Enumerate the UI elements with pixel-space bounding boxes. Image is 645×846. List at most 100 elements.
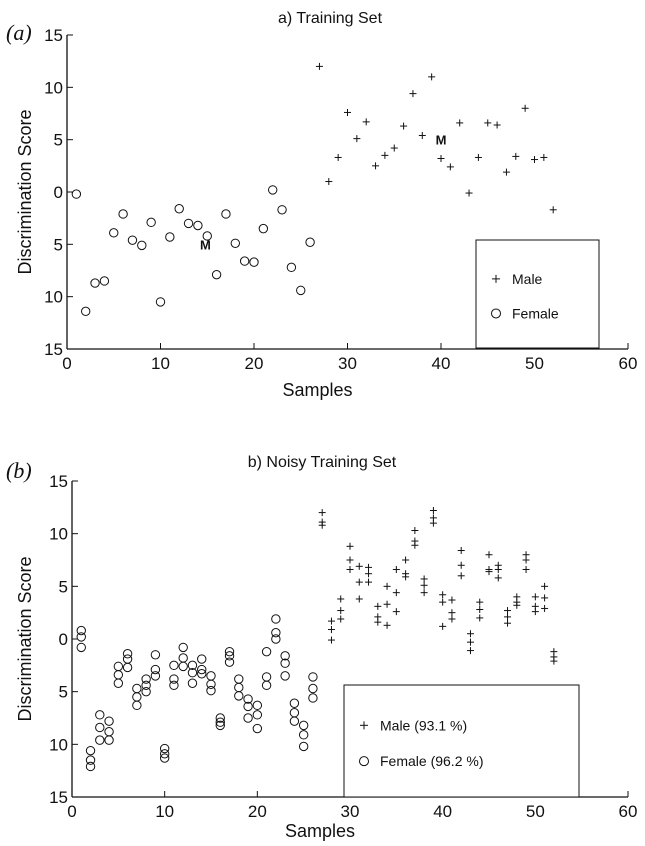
panel-a-male-point bbox=[474, 153, 482, 161]
panel-b-male-point bbox=[448, 615, 456, 623]
panel-a-female-point bbox=[99, 276, 110, 286]
panel-a-male-point bbox=[428, 73, 436, 81]
panel-a-female-point bbox=[230, 238, 241, 248]
panel-b-y-tick-label: 0 bbox=[59, 630, 68, 649]
panel-a-female-point bbox=[183, 218, 194, 229]
panel-a-female-point bbox=[137, 240, 147, 251]
panel-b-female-point bbox=[178, 661, 188, 672]
panel-b-female-point bbox=[206, 679, 216, 689]
panel-b-male-point bbox=[504, 613, 512, 621]
panel-b-female-point bbox=[150, 664, 161, 675]
panel-b-x-tick-label: 50 bbox=[526, 802, 545, 821]
panel-a-legend-circle-icon bbox=[491, 308, 501, 319]
panel-a-male-point bbox=[540, 153, 548, 161]
panel-b-female-point bbox=[298, 730, 309, 740]
panel-b-male-point bbox=[541, 594, 549, 602]
panel-b-x-tick-label: 10 bbox=[155, 802, 174, 821]
panel-b-female-point bbox=[261, 672, 272, 682]
panel-b-female-point bbox=[280, 671, 290, 681]
panel-b-male-point bbox=[448, 609, 456, 617]
panel-b-y-axis-label: Discrimination Score bbox=[15, 556, 35, 721]
panel-b-female-point bbox=[271, 614, 281, 624]
panel-b-male-point bbox=[411, 527, 419, 535]
panel-a-female-point bbox=[118, 209, 128, 219]
panel-b-male-point bbox=[476, 614, 484, 622]
panel-b-female-point bbox=[141, 686, 151, 697]
panel-a-y-tick-label: 15 bbox=[44, 26, 63, 45]
panel-b-female-point bbox=[261, 646, 272, 657]
panel-b-female-point bbox=[234, 691, 244, 701]
panel-b-legend-circle-icon bbox=[359, 756, 369, 767]
panel-b-male-point bbox=[355, 562, 363, 570]
panel-b-male-point bbox=[337, 615, 345, 623]
panel-b-female-point bbox=[289, 716, 300, 726]
panel-b-female-point bbox=[122, 649, 133, 659]
panel-a-female-point bbox=[193, 220, 203, 231]
panel-b-male-point bbox=[522, 556, 530, 564]
panel-b-female-point bbox=[289, 698, 300, 708]
panel-b-male-point bbox=[476, 598, 484, 606]
panel-a-female-point bbox=[286, 262, 297, 273]
panel-a-x-tick-label: 0 bbox=[62, 354, 71, 373]
panel-a-female-point bbox=[109, 228, 119, 238]
panel-b-male-point bbox=[327, 626, 335, 634]
panel-b-male-point bbox=[355, 595, 363, 603]
panel-a-x-tick-label: 60 bbox=[619, 354, 638, 373]
panel-b-female-point bbox=[197, 664, 207, 675]
panel-b-female-point bbox=[197, 669, 207, 679]
panel-b-label: (b) bbox=[6, 458, 32, 483]
panel-a-male-point bbox=[372, 162, 380, 170]
panel-b-male-point bbox=[337, 595, 345, 603]
panel-b-male-point bbox=[485, 551, 493, 559]
panel-b-male-point bbox=[420, 589, 428, 597]
panel-b-x-tick-label: 30 bbox=[341, 802, 360, 821]
panel-b-female-point bbox=[224, 651, 235, 661]
panel-b-male-point bbox=[439, 591, 447, 599]
panel-a-x-tick-label: 20 bbox=[245, 354, 264, 373]
panel-b-female-point bbox=[95, 735, 105, 745]
panel-a-y-tick-label: 10 bbox=[44, 288, 63, 307]
panel-b-y-tick-label: 15 bbox=[49, 472, 68, 491]
panel-b-female-point bbox=[85, 755, 96, 765]
panel-a-female-point bbox=[146, 217, 156, 228]
panel-b-male-point bbox=[392, 589, 400, 597]
panel-b-male-point bbox=[402, 556, 410, 564]
panel-b-female-point bbox=[234, 674, 244, 684]
panel-a-female-point bbox=[202, 231, 212, 241]
panel-a-male-point bbox=[353, 135, 361, 143]
panel-b-female-point bbox=[104, 716, 114, 726]
panel-b-male-point bbox=[429, 519, 437, 527]
panel-a-male-point bbox=[512, 152, 520, 160]
panel-b-female-point bbox=[122, 654, 133, 664]
panel-b-female-point bbox=[187, 678, 198, 688]
panel-a-y-tick-label: 5 bbox=[54, 235, 63, 254]
panel-b-male-point bbox=[485, 568, 493, 576]
panel-b-female-point bbox=[271, 627, 281, 638]
panel-b-female-point bbox=[243, 701, 253, 712]
panel-a-title: a) Training Set bbox=[278, 10, 383, 27]
panel-b-female-point bbox=[298, 741, 309, 752]
panel-b-male-point bbox=[383, 621, 391, 629]
panel-b-female-point bbox=[76, 642, 86, 653]
panel-b-female-point bbox=[215, 720, 225, 731]
panel-b-female-point bbox=[150, 650, 161, 660]
panel-a-male-point bbox=[502, 168, 510, 176]
panel-a-female-point bbox=[90, 278, 100, 288]
panel-a-female-point bbox=[211, 269, 222, 280]
panel-b-male-point bbox=[429, 506, 437, 514]
panel-b-male-point bbox=[411, 541, 419, 549]
panel-b-female-point bbox=[215, 713, 225, 723]
panel-a-male-point bbox=[465, 189, 473, 197]
panel-a-male-point bbox=[456, 119, 464, 127]
panel-a-male-point bbox=[315, 62, 323, 70]
panel-a-male-point bbox=[493, 121, 501, 129]
panel-b-x-tick-label: 0 bbox=[67, 802, 76, 821]
panel-b-female-point bbox=[308, 672, 318, 682]
panel-a-male-point bbox=[325, 178, 333, 186]
panel-b-title: b) Noisy Training Set bbox=[248, 454, 397, 471]
panel-b-male-point bbox=[439, 598, 447, 606]
panel-a-label: (a) bbox=[6, 20, 32, 45]
panel-a-female-point bbox=[277, 205, 287, 215]
panel-b-female-point bbox=[95, 722, 105, 733]
